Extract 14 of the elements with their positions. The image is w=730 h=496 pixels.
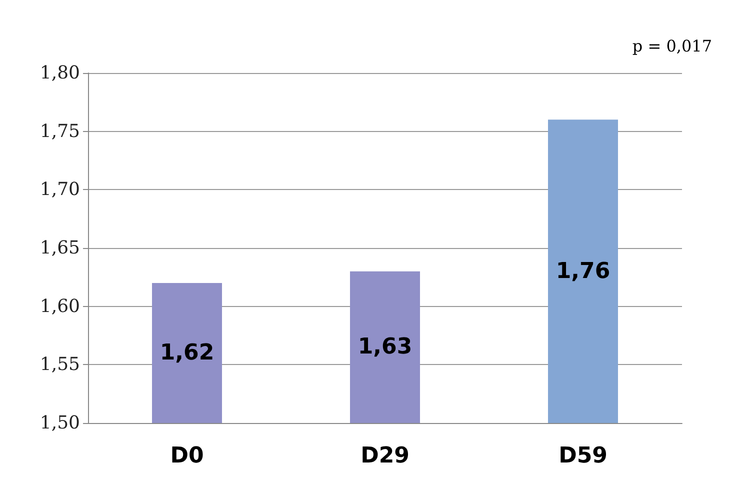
y-tick-label: 1,55 [40, 354, 80, 376]
data-label: 1,63 [358, 334, 412, 360]
y-tick-label: 1,80 [40, 62, 80, 84]
data-label: 1,62 [160, 340, 214, 366]
text: p = 0,017 [632, 36, 712, 56]
y-tick-label: 1,75 [40, 120, 80, 142]
x-tick-label: D0 [170, 444, 204, 468]
x-tick-label: D59 [558, 444, 608, 468]
x-tick-label: D29 [360, 444, 410, 468]
y-tick-label: 1,50 [40, 412, 80, 434]
y-tick-label: 1,65 [40, 238, 80, 258]
y-tick-label: 1,70 [40, 179, 80, 200]
data-label: 1,76 [556, 258, 610, 284]
y-tick-label: 1,60 [40, 296, 80, 317]
